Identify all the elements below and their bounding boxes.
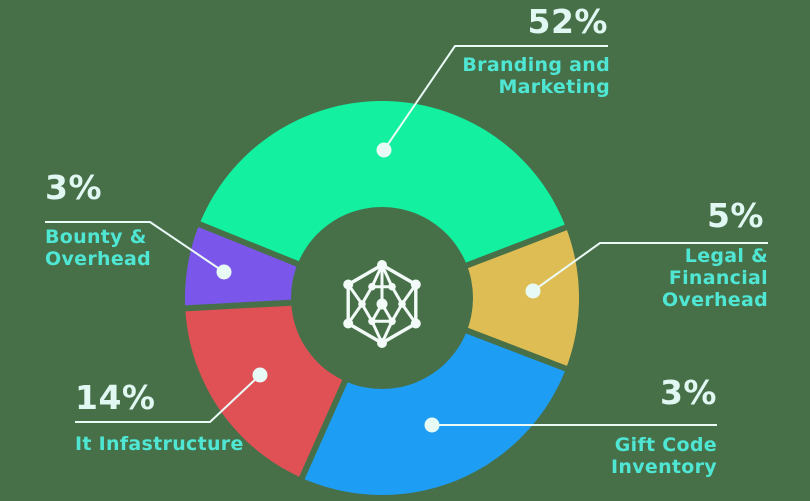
leader-dot-gift: [424, 417, 440, 433]
leader-line-branding: [383, 45, 608, 151]
branding-percent-label: 52%: [527, 2, 608, 41]
slice-legal: [382, 227, 579, 369]
gift-category-label: Gift Code Inventory: [611, 434, 717, 478]
leader-line-bounty: [45, 221, 225, 273]
legal-category-label: Legal & Financial Overhead: [661, 245, 768, 311]
bounty-percent-label: 3%: [45, 168, 103, 207]
slice-branding: [199, 101, 566, 298]
bounty-category-label: Bounty & Overhead: [45, 226, 152, 270]
branding-category-label: Branding and Marketing: [462, 54, 610, 98]
leader-dot-bounty: [216, 264, 232, 280]
leader-line-it: [75, 374, 261, 423]
leader-dot-legal: [525, 283, 541, 299]
legal-percent-label: 5%: [706, 196, 764, 235]
leader-line-legal: [532, 242, 768, 292]
it-percent-label: 14%: [75, 378, 156, 417]
leader-dot-it: [252, 367, 268, 383]
gift-percent-label: 3%: [659, 373, 717, 412]
it-category-label: It Infastructure: [75, 433, 244, 455]
network-cube-icon: [343, 260, 421, 348]
leader-dot-branding: [376, 142, 392, 158]
